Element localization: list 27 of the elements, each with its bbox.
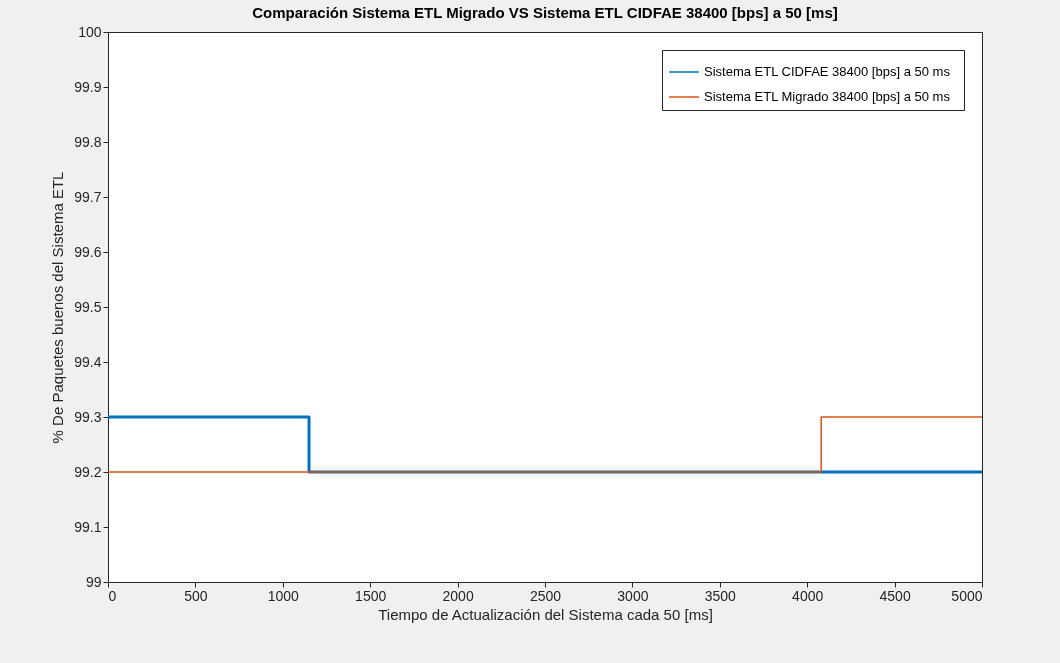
x-tick-label: 4500: [879, 587, 911, 604]
y-tick-label: 99.2: [74, 463, 102, 480]
legend-label: Sistema ETL CIDFAE 38400 [bps] a 50 ms: [704, 64, 951, 79]
x-tick-label: 2000: [442, 587, 474, 604]
x-tick-label: 1500: [355, 587, 387, 604]
legend-label: Sistema ETL Migrado 38400 [bps] a 50 ms: [704, 89, 951, 104]
chart-title: Comparación Sistema ETL Migrado VS Sistema ETL CIDFAE 38400 [bps] a 50 [ms]: [252, 4, 838, 21]
y-tick-label: 99.4: [74, 353, 102, 370]
x-tick-label: 500: [184, 587, 208, 604]
y-tick-label: 99.1: [74, 518, 102, 535]
y-tick-label: 99.9: [74, 78, 102, 95]
x-tick-label: 5000: [951, 587, 983, 604]
y-tick-label: 99.3: [74, 408, 102, 425]
y-tick-label: 99.7: [74, 188, 102, 205]
x-tick-label: 2500: [529, 587, 562, 604]
x-tick-label: 4000: [792, 587, 824, 604]
x-tick-label: 1000: [267, 587, 300, 604]
y-tick-label: 99.8: [74, 133, 102, 150]
y-tick-label: 99.5: [74, 298, 102, 315]
y-axis-title: % De Paquetes buenos del Sistema ETL: [49, 171, 67, 444]
x-tick-label: 3500: [704, 587, 737, 604]
y-tick-label: 99: [85, 573, 102, 590]
y-tick-label: 100: [78, 23, 102, 40]
y-tick-label: 99.6: [74, 243, 102, 260]
x-axis-title: Tiempo de Actualización del Sistema cada 50 [ms]: [378, 605, 713, 623]
x-tick-label: 3000: [617, 587, 649, 604]
x-tick-label: 0: [108, 587, 117, 604]
